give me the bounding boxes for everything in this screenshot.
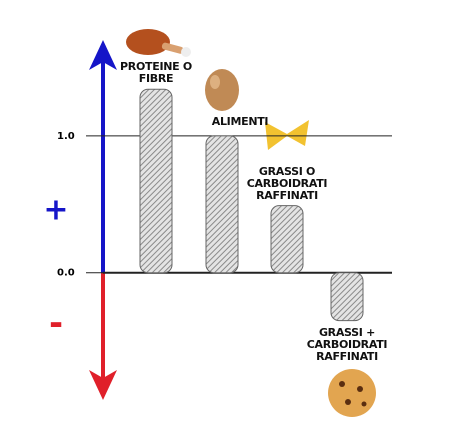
bar [139, 88, 173, 274]
category-label: GRASSI O CARBOIDRATI RAFFINATI [246, 164, 328, 202]
arrow-head-up [89, 40, 117, 70]
category-label: PROTEINE O FIBRE [120, 60, 192, 86]
cookie-icon [328, 369, 376, 417]
chicken-icon [126, 29, 191, 57]
category-label: ALIMENTI [211, 114, 269, 128]
bar [270, 205, 304, 274]
bar [330, 272, 364, 322]
positive-sign: + [43, 193, 68, 228]
bar [205, 135, 239, 274]
pasta-icon [265, 120, 309, 150]
category-label: GRASSI + CARBOIDRATI RAFFINATI [306, 325, 388, 363]
arrow-head-down [89, 370, 117, 400]
y-tick-label: 0.0 [57, 268, 75, 279]
y-tick-label: 1.0 [57, 131, 75, 142]
egg-icon [205, 69, 239, 111]
negative-sign: - [49, 304, 63, 344]
